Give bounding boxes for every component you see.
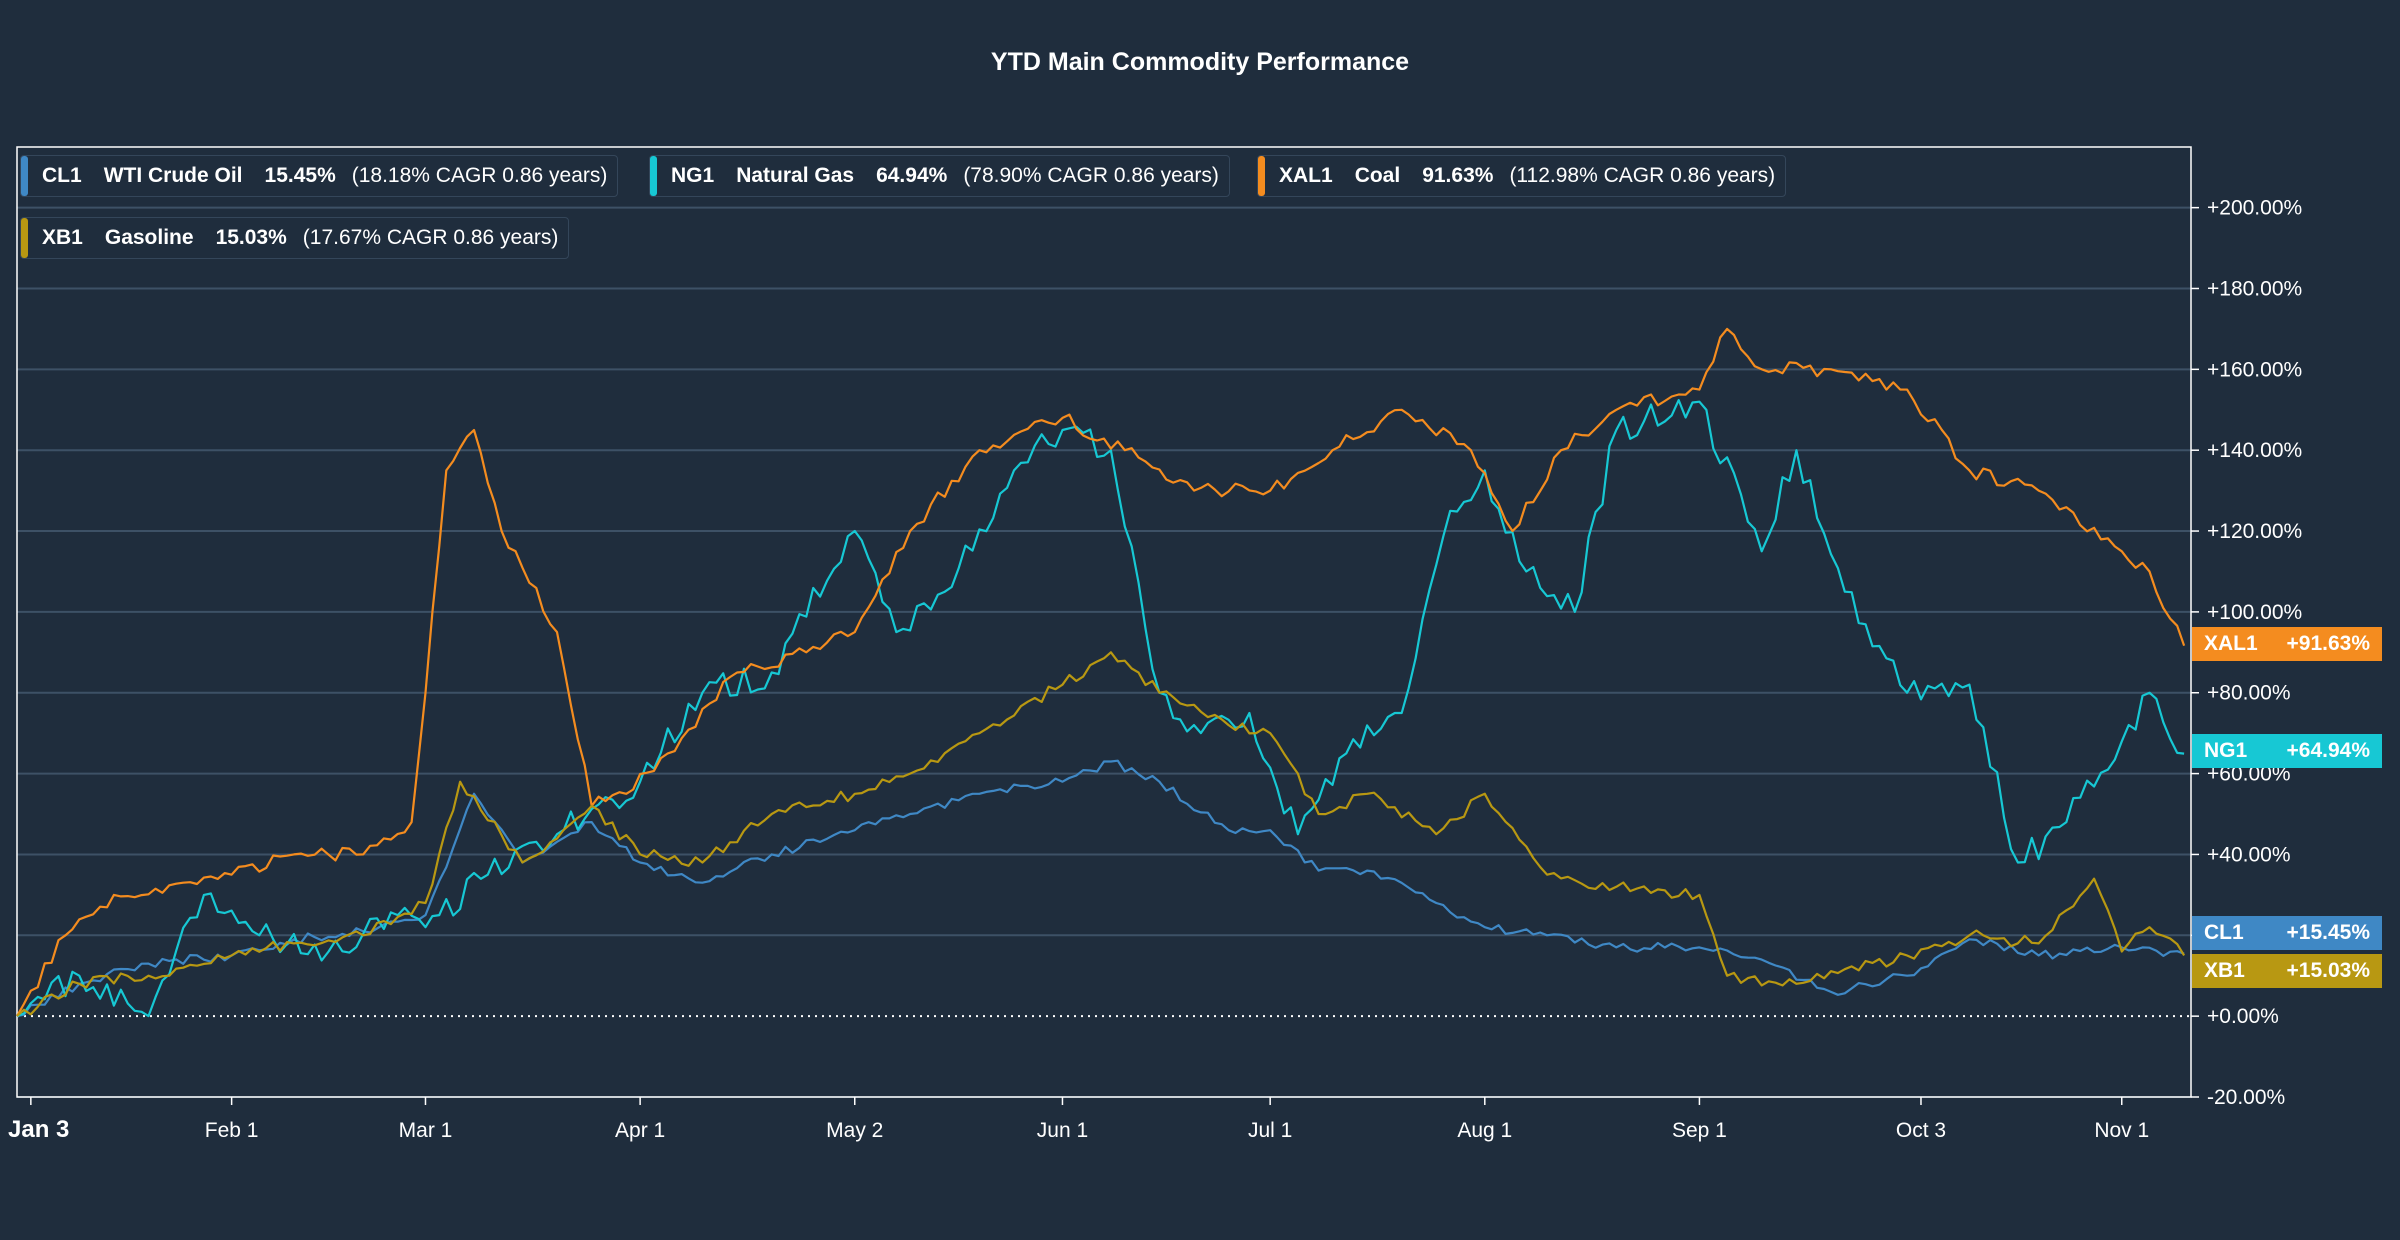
legend-return: 64.94% — [876, 164, 948, 187]
legend-cagr: (112.98% CAGR 0.86 years) — [1509, 164, 1776, 187]
end-tag-value: +64.94% — [2286, 739, 2371, 762]
legend-symbol: CL1 — [42, 164, 82, 187]
y-tick-label: +0.00% — [2207, 1005, 2279, 1028]
end-tag-ng1: NG1 +64.94% — [2192, 734, 2382, 768]
x-tick-label: Aug 1 — [1457, 1119, 1512, 1142]
legend-return: 91.63% — [1422, 164, 1494, 187]
x-tick-label: Jan 3 — [8, 1116, 69, 1143]
x-tick-label: Apr 1 — [615, 1119, 665, 1142]
series-line-ng1 — [16, 399, 2185, 1018]
legend-swatch-cl1 — [21, 156, 28, 196]
y-tick-label: +160.00% — [2207, 358, 2302, 381]
legend-symbol: XB1 — [42, 226, 83, 249]
x-tick-label: Feb 1 — [205, 1119, 259, 1142]
y-tick-label: +180.00% — [2207, 277, 2302, 300]
series-line-cl1 — [16, 759, 2185, 1018]
y-tick-label: +120.00% — [2207, 520, 2302, 543]
legend-cagr: (78.90% CAGR 0.86 years) — [963, 164, 1219, 187]
x-tick-label: Jul 1 — [1248, 1119, 1292, 1142]
series-lines — [16, 327, 2186, 1018]
y-tick-label: +200.00% — [2207, 197, 2302, 220]
y-tick-label: +80.00% — [2207, 682, 2291, 705]
x-tick-label: May 2 — [826, 1119, 883, 1142]
legend-name: Gasoline — [104, 226, 194, 249]
legend-swatch-xal1 — [1258, 156, 1265, 196]
x-tick-label: Mar 1 — [399, 1119, 453, 1142]
end-tag-cl1: CL1 +15.45% — [2192, 916, 2382, 950]
end-tag-value: +15.45% — [2286, 921, 2371, 944]
x-axis: Jan 3 Feb 1 Mar 1 Apr 1 May 2 Jun 1 Jul 1 Aug 1… — [8, 1097, 2149, 1143]
legend-swatch-xb1 — [21, 218, 28, 258]
end-tag-xb1: XB1 +15.03% — [2192, 954, 2382, 988]
legend-symbol: NG1 — [671, 164, 715, 187]
plot-frame — [16, 146, 2192, 1098]
legend-cagr: (18.18% CAGR 0.86 years) — [351, 164, 608, 187]
y-tick-label: +100.00% — [2207, 601, 2302, 624]
legend-item-cl1[interactable]: CL1 WTI Crude Oil 15.45% (18.18% CAGR 0.… — [20, 155, 619, 197]
legend-return: 15.45% — [264, 164, 336, 187]
end-tag-symbol: NG1 — [2204, 739, 2248, 762]
legend-cagr: (17.67% CAGR 0.86 years) — [302, 226, 559, 249]
end-tag-value: +15.03% — [2286, 959, 2371, 982]
legend-swatch-ng1 — [650, 156, 657, 196]
legend-name: Natural Gas — [736, 164, 855, 187]
end-tag-symbol: XB1 — [2204, 959, 2245, 982]
end-tag-symbol: CL1 — [2204, 921, 2244, 944]
y-tick-label: +40.00% — [2207, 843, 2291, 866]
legend-item-xb1[interactable]: XB1 Gasoline 15.03% (17.67% CAGR 0.86 ye… — [20, 217, 570, 259]
x-tick-label: Oct 3 — [1896, 1119, 1946, 1142]
legend-item-ng1[interactable]: NG1 Natural Gas 64.94% (78.90% CAGR 0.86… — [649, 155, 1230, 197]
x-tick-label: Sep 1 — [1672, 1119, 1727, 1142]
end-tag-symbol: XAL1 — [2204, 632, 2258, 655]
legend-item-xal1[interactable]: XAL1 Coal 91.63% (112.98% CAGR 0.86 year… — [1257, 155, 1787, 197]
y-tick-label: +140.00% — [2207, 439, 2302, 462]
series-line-xb1 — [16, 651, 2186, 1017]
x-tick-label: Jun 1 — [1037, 1119, 1088, 1142]
y-tick-label: -20.00% — [2207, 1086, 2285, 1109]
chart-title: YTD Main Commodity Performance — [990, 48, 1410, 76]
legend-name: Coal — [1354, 164, 1401, 187]
legend-symbol: XAL1 — [1279, 164, 1333, 187]
series-line-xal1 — [16, 327, 2186, 1017]
end-tag-xal1: XAL1 +91.63% — [2192, 627, 2382, 661]
legend-return: 15.03% — [215, 226, 287, 249]
x-tick-label: Nov 1 — [2094, 1119, 2149, 1142]
y-tick-label: +60.00% — [2207, 763, 2291, 786]
end-tag-value: +91.63% — [2286, 632, 2371, 655]
legend-name: WTI Crude Oil — [103, 164, 243, 187]
